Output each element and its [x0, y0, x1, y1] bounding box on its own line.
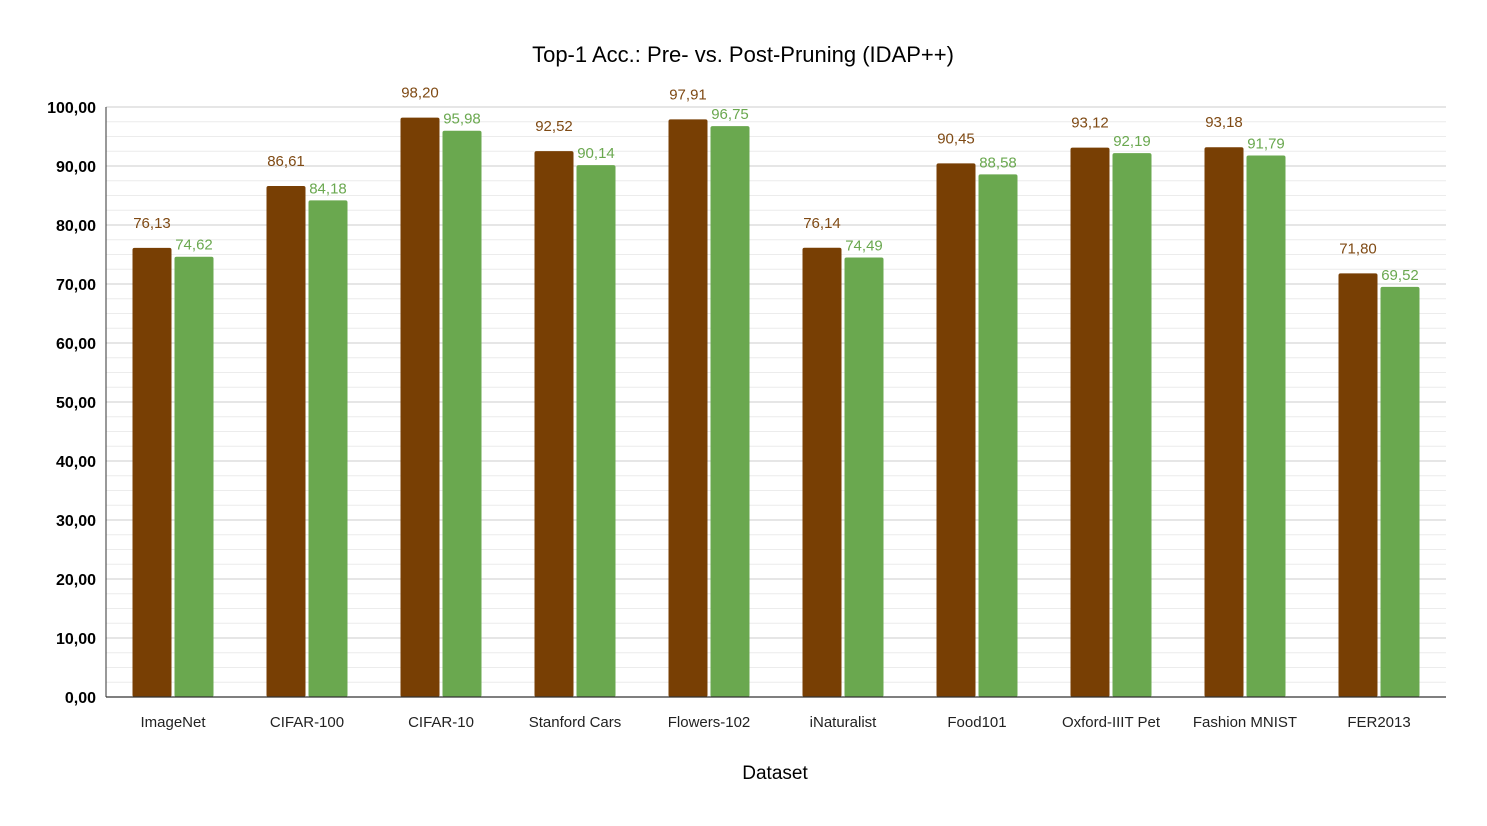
data-label-series-1: 71,80 — [1339, 240, 1377, 257]
y-tick-label: 70,00 — [56, 277, 96, 294]
x-tick-label: ImageNet — [140, 714, 206, 731]
bar-series-2 — [1380, 286, 1420, 697]
data-label-series-1: 90,45 — [937, 130, 975, 147]
bar-series-2 — [844, 257, 884, 697]
data-label-series-1: 76,13 — [133, 215, 171, 232]
x-tick-label: Oxford-IIIT Pet — [1062, 714, 1161, 731]
data-label-series-2: 74,62 — [175, 237, 213, 254]
data-label-series-2: 91,79 — [1247, 135, 1285, 152]
bar-series-1 — [936, 163, 976, 698]
y-tick-label: 30,00 — [56, 513, 96, 530]
y-tick-label: 0,00 — [65, 690, 96, 707]
y-tick-label: 40,00 — [56, 454, 96, 471]
data-label-series-2: 88,58 — [979, 154, 1017, 171]
bar-series-2 — [308, 200, 348, 697]
y-tick-label: 60,00 — [56, 336, 96, 353]
bar-series-1 — [802, 247, 842, 698]
bar-series-2 — [576, 165, 616, 697]
bar-series-2 — [174, 256, 214, 697]
data-label-series-2: 90,14 — [577, 145, 615, 162]
y-tick-label: 100,00 — [47, 100, 96, 117]
data-label-series-2: 95,98 — [443, 111, 481, 128]
data-label-series-1: 98,20 — [401, 85, 439, 102]
data-label-series-2: 92,19 — [1113, 133, 1151, 150]
axes: 0,00 10,00 20,00 30,00 40,00 50,00 60,00 70,00 8… — [47, 100, 1446, 731]
x-axis-title: Dataset — [742, 763, 808, 784]
bar-series-1 — [132, 247, 172, 697]
y-tick-label: 90,00 — [56, 159, 96, 176]
gridlines — [106, 106, 1446, 683]
chart-title: Top-1 Acc.: Pre- vs. Post-Pruning (IDAP+… — [532, 42, 954, 67]
y-tick-label: 20,00 — [56, 572, 96, 589]
y-tick-label: 80,00 — [56, 218, 96, 235]
bars — [132, 117, 1420, 698]
x-tick-label: Stanford Cars — [529, 714, 622, 731]
x-tick-label: Fashion MNIST — [1193, 714, 1297, 731]
data-label-series-2: 74,49 — [845, 238, 883, 255]
bar-series-1 — [1204, 147, 1244, 697]
bar-series-2 — [442, 130, 482, 697]
data-label-series-2: 96,75 — [711, 106, 749, 123]
y-tick-label: 10,00 — [56, 631, 96, 648]
data-label-series-1: 93,12 — [1071, 115, 1109, 132]
data-label-series-1: 92,52 — [535, 118, 573, 135]
bar-series-1 — [534, 151, 574, 697]
bar-series-1 — [668, 119, 708, 698]
data-label-series-2: 84,18 — [309, 180, 347, 197]
x-tick-label: CIFAR-100 — [270, 714, 344, 731]
bar-series-1 — [400, 117, 440, 698]
bar-series-1 — [266, 186, 306, 697]
x-tick-label: Food101 — [947, 714, 1006, 731]
bar-series-2 — [978, 174, 1018, 698]
data-label-series-1: 86,61 — [267, 153, 305, 170]
x-tick-label: CIFAR-10 — [408, 714, 474, 731]
x-tick-label: iNaturalist — [810, 714, 878, 731]
x-tick-label: Flowers-102 — [668, 714, 751, 731]
bar-series-2 — [1246, 155, 1286, 698]
x-tick-label: FER2013 — [1347, 714, 1410, 731]
bar-series-1 — [1338, 273, 1378, 697]
bar-series-2 — [710, 126, 750, 698]
data-label-series-1: 76,14 — [803, 215, 841, 232]
data-label-series-1: 97,91 — [669, 86, 707, 103]
data-label-series-2: 69,52 — [1381, 267, 1419, 284]
bar-series-1 — [1070, 147, 1110, 698]
data-label-series-1: 93,18 — [1205, 114, 1243, 131]
bar-series-2 — [1112, 153, 1152, 698]
y-tick-label: 50,00 — [56, 395, 96, 412]
